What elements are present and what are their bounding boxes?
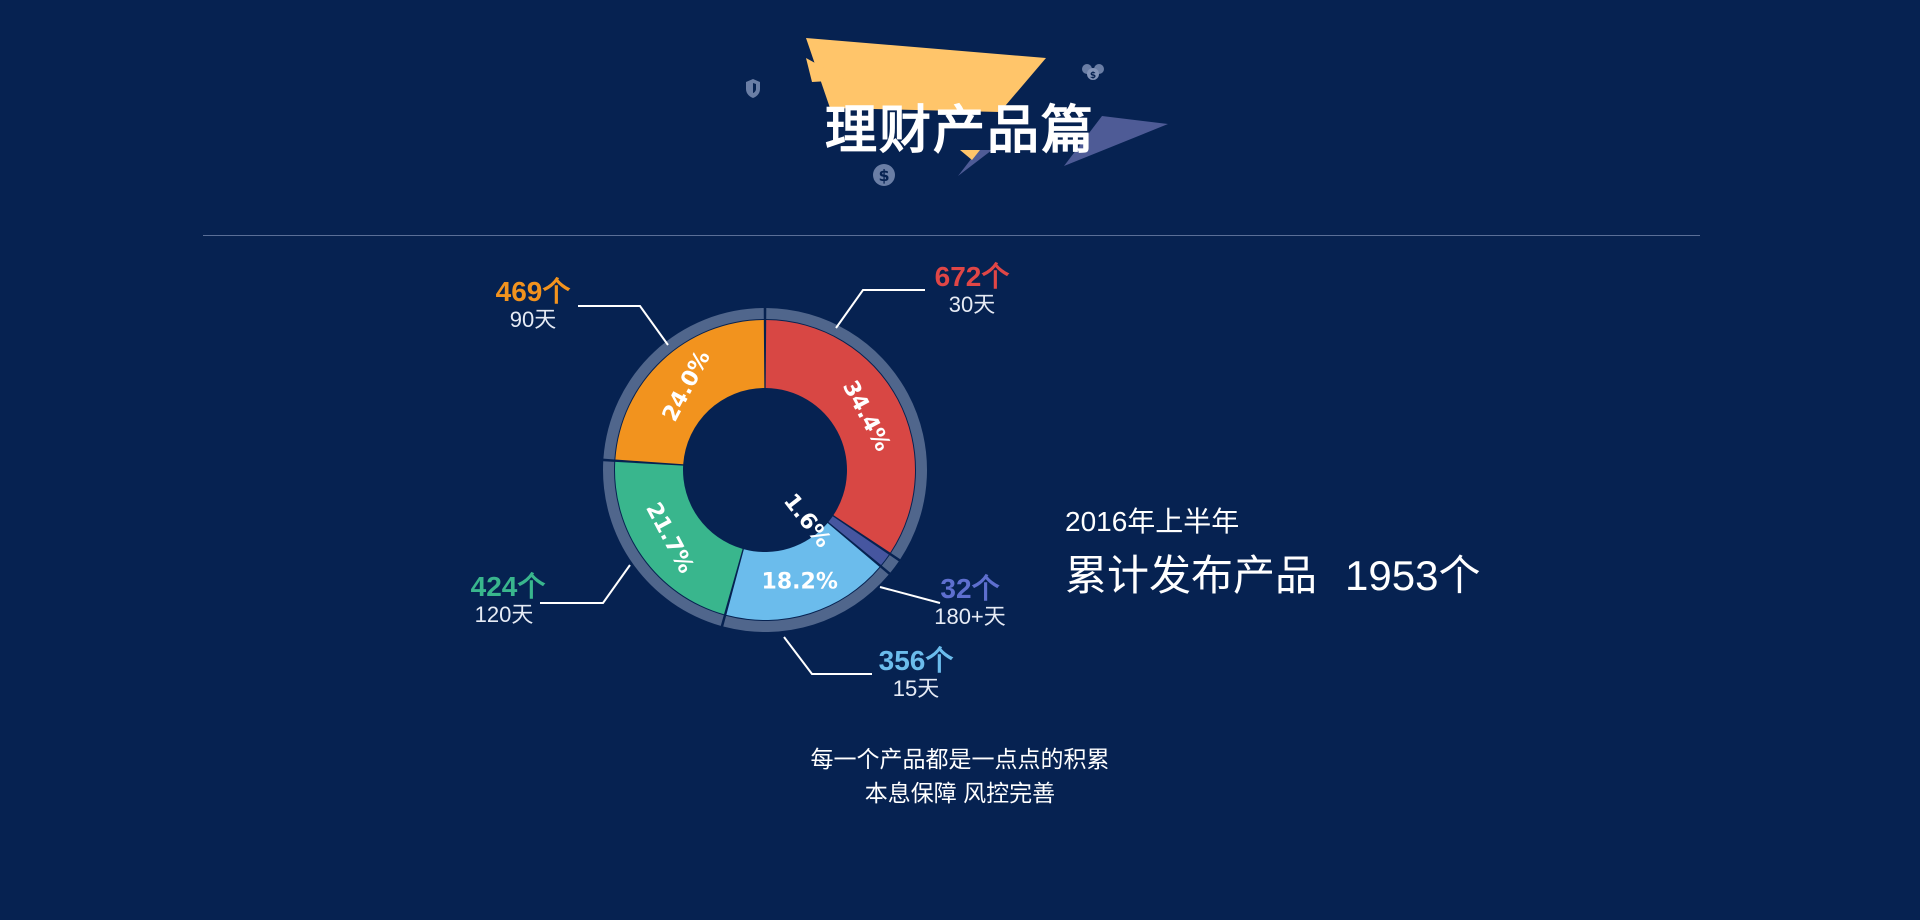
slice-30 [765,320,916,553]
count-label-180plus: 32个 [940,573,1000,604]
count-label-15: 356个 [879,645,955,676]
ring-segment-30 [766,308,927,560]
ring-segment-120 [602,461,724,626]
summary-total-label: 累计发布产品 [1065,552,1318,599]
divider-line [203,235,1700,236]
people-money-icon: $ [1082,64,1104,81]
dollar-coin-icon: $ [873,164,895,186]
header-banner: $ $ [746,38,1168,186]
banner-yellow-bit [960,150,980,160]
banner-yellow-shard [806,58,846,82]
ring-segment-15 [723,567,889,632]
ring-segment-180plus [881,555,899,573]
tagline-line-2: 本息保障 风控完善 [864,780,1056,806]
leader-line-90 [578,305,669,346]
percent-label-15: 18.2% [762,570,838,595]
banner-purple-shard [958,150,992,176]
count-label-30: 672个 [935,261,1011,292]
ring-segment-90 [603,308,764,460]
duration-label-30: 30天 [949,292,995,317]
tagline-line-1: 每一个产品都是一点点的积累 [810,746,1110,772]
svg-text:$: $ [1090,71,1096,81]
duration-label-180plus: 180+天 [934,604,1006,629]
slice-180plus [828,516,889,566]
summary-total-value: 1953个 [1345,552,1481,599]
duration-label-120: 120天 [475,602,534,627]
slice-120 [615,461,743,615]
count-label-120: 424个 [471,571,547,602]
count-label-90: 469个 [496,276,572,307]
duration-label-15: 15天 [893,676,939,701]
svg-text:$: $ [878,166,889,185]
duration-label-90: 90天 [510,307,556,332]
leader-line-30 [835,289,925,329]
slice-15 [726,522,880,620]
summary-period: 2016年上半年 [1065,506,1240,537]
leader-line-120 [540,564,631,604]
shield-icon [746,79,760,98]
page-title: 理财产品篇 [824,101,1095,161]
summary-total: 累计发布产品 1953个 [1065,542,1508,603]
banner-yellow-shape [806,38,1046,112]
banner-purple-shape [1064,116,1168,166]
slice-90 [615,320,765,465]
leader-line-180plus [879,586,941,604]
leader-line-15 [783,636,872,675]
